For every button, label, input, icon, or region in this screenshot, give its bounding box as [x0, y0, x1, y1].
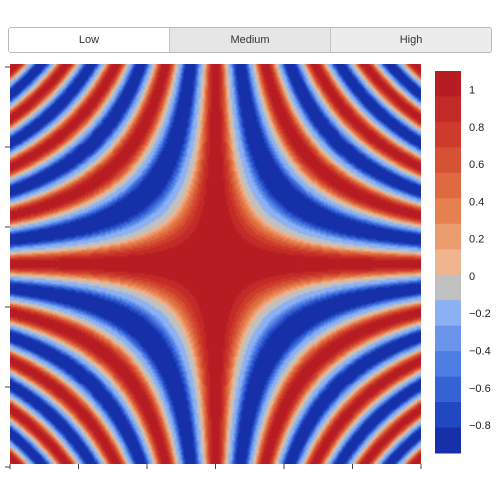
colorbar-segment [435, 249, 461, 276]
colorbar-segment [435, 427, 461, 454]
colorbar-segment [435, 172, 461, 199]
colorbar-tick-label: 0.2 [469, 234, 484, 246]
axis-ticks [5, 66, 422, 469]
low-button[interactable]: Low [9, 28, 170, 52]
colorbar-segment [435, 376, 461, 403]
colorbar: 1 0.8 0.6 0.4 0.2 0 −0.2 −0.4 −0.6 −0.8 [435, 71, 491, 454]
contour-fill [10, 64, 421, 464]
colorbar-tick-label: 0.8 [469, 122, 484, 134]
colorbar-segment [435, 223, 461, 250]
colorbar-segment [435, 274, 461, 301]
colorbar-segment [435, 198, 461, 225]
colorbar-segment [435, 147, 461, 174]
colorbar-tick-label: 1 [469, 85, 475, 97]
resolution-selector: Low Medium High [8, 27, 492, 53]
colorbar-segment [435, 402, 461, 429]
colorbar-segment [435, 121, 461, 148]
colorbar-tick-label: −0.8 [469, 420, 491, 432]
colorbar-segment [435, 71, 461, 97]
colorbar-segment [435, 96, 461, 123]
colorbar-segment [435, 351, 461, 378]
colorbar-segment [435, 300, 461, 327]
colorbar-tick-label: −0.6 [469, 383, 491, 395]
colorbar-tick-label: 0.6 [469, 159, 484, 171]
colorbar-tick-label: 0.4 [469, 196, 484, 208]
medium-button[interactable]: Medium [170, 28, 331, 52]
colorbar-segment [435, 325, 461, 352]
high-button[interactable]: High [331, 28, 491, 52]
colorbar-tick-label: 0 [469, 271, 475, 283]
colorbar-tick-label: −0.4 [469, 346, 491, 358]
contour-area [10, 64, 421, 464]
colorbar-tick-label: −0.2 [469, 308, 491, 320]
